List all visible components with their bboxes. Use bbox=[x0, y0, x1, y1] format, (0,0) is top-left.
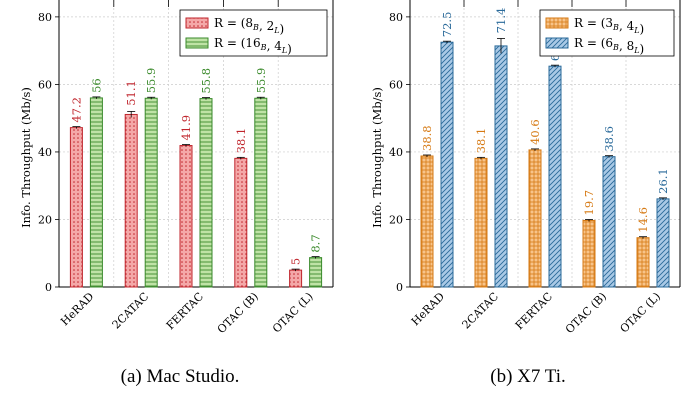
y-axis-label: Info. Throughput (Mb/s) bbox=[19, 87, 33, 228]
bar bbox=[179, 145, 193, 288]
x-tick-label: 2CATAC bbox=[460, 290, 502, 332]
data-label: 14.6 bbox=[636, 207, 650, 233]
data-label: 51.1 bbox=[124, 80, 138, 106]
bar bbox=[440, 41, 454, 288]
figure: 0 20 40 60 80 Info. Throughput (Mb/s) 47.2 56 He… bbox=[19, 0, 681, 336]
x-tick-label: OTAC (B) bbox=[215, 290, 261, 336]
legend-swatch bbox=[185, 17, 209, 29]
y-tick-label: 80 bbox=[389, 11, 403, 24]
bar bbox=[124, 113, 138, 288]
data-label: 19.7 bbox=[582, 190, 596, 216]
y-axis-label: Info. Throughput (Mb/s) bbox=[370, 87, 384, 228]
legend-swatch bbox=[185, 37, 209, 49]
x-tick-label: 2CATAC bbox=[110, 290, 152, 332]
data-label: 55.9 bbox=[144, 68, 158, 94]
y-tick-label: 40 bbox=[389, 146, 403, 159]
legend-label: R = (3B, 4L) bbox=[574, 16, 644, 36]
legend-label: R = (16B, 4L) bbox=[214, 36, 292, 56]
x-tick-label: FERTAC bbox=[513, 290, 555, 332]
data-label: 56 bbox=[89, 78, 103, 93]
x-tick-label: OTAC (L) bbox=[618, 290, 664, 336]
data-label: 38.1 bbox=[474, 128, 488, 154]
bar bbox=[199, 98, 213, 288]
bar bbox=[309, 257, 323, 288]
y-tick-label: 60 bbox=[389, 78, 403, 91]
chart-mac-studio: 0 20 40 60 80 Info. Throughput (Mb/s) 47.2 56 He… bbox=[19, 0, 334, 336]
bar bbox=[602, 156, 616, 288]
x-tick-label: HeRAD bbox=[58, 290, 96, 328]
x-tick-label: FERTAC bbox=[164, 290, 206, 332]
y-tick-label: 80 bbox=[38, 11, 52, 24]
x-tick-label: OTAC (B) bbox=[563, 290, 609, 336]
legend-swatch bbox=[545, 17, 569, 29]
data-label: 38.1 bbox=[234, 128, 248, 154]
legend-label: R = (6B, 8L) bbox=[574, 36, 644, 56]
data-label: 26.1 bbox=[656, 168, 670, 194]
y-tick-label: 40 bbox=[38, 146, 52, 159]
data-label: 38.8 bbox=[420, 125, 434, 151]
data-label: 5 bbox=[289, 258, 303, 265]
y-tick-label: 20 bbox=[38, 213, 52, 226]
bar bbox=[656, 198, 670, 288]
y-tick-label: 0 bbox=[45, 281, 52, 294]
data-label: 8.7 bbox=[309, 234, 323, 252]
bar bbox=[144, 97, 158, 288]
data-label: 40.6 bbox=[528, 119, 542, 145]
data-label: 41.9 bbox=[179, 115, 193, 141]
legend-label: R = (8B, 2L) bbox=[214, 16, 284, 36]
data-label: 47.2 bbox=[69, 97, 83, 123]
data-label: 55.9 bbox=[254, 68, 268, 94]
legend-swatch bbox=[545, 37, 569, 49]
bar bbox=[548, 65, 562, 288]
bar bbox=[289, 269, 303, 288]
chart-x7-ti: 0 20 40 60 80 Info. Throughput (Mb/s) 38.8 72.5… bbox=[370, 0, 681, 336]
bar bbox=[89, 97, 103, 288]
caption-x7-ti: (b) X7 Ti. bbox=[490, 366, 566, 387]
bar bbox=[474, 157, 488, 288]
bar bbox=[234, 157, 248, 288]
y-tick-label: 0 bbox=[396, 281, 403, 294]
y-tick-label: 20 bbox=[389, 213, 403, 226]
bar bbox=[582, 219, 596, 288]
bar bbox=[636, 237, 650, 288]
data-label: 38.6 bbox=[602, 126, 616, 152]
caption-mac-studio: (a) Mac Studio. bbox=[120, 366, 240, 387]
bar bbox=[528, 149, 542, 288]
bar bbox=[69, 127, 83, 288]
bar bbox=[420, 155, 434, 288]
data-label: 72.5 bbox=[440, 12, 454, 38]
bar bbox=[254, 97, 268, 288]
data-label: 71.4 bbox=[494, 8, 508, 34]
data-label: 55.8 bbox=[199, 68, 213, 94]
bar bbox=[494, 45, 508, 288]
x-tick-label: OTAC (L) bbox=[270, 290, 316, 336]
x-tick-label: HeRAD bbox=[409, 290, 447, 328]
y-tick-label: 60 bbox=[38, 78, 52, 91]
